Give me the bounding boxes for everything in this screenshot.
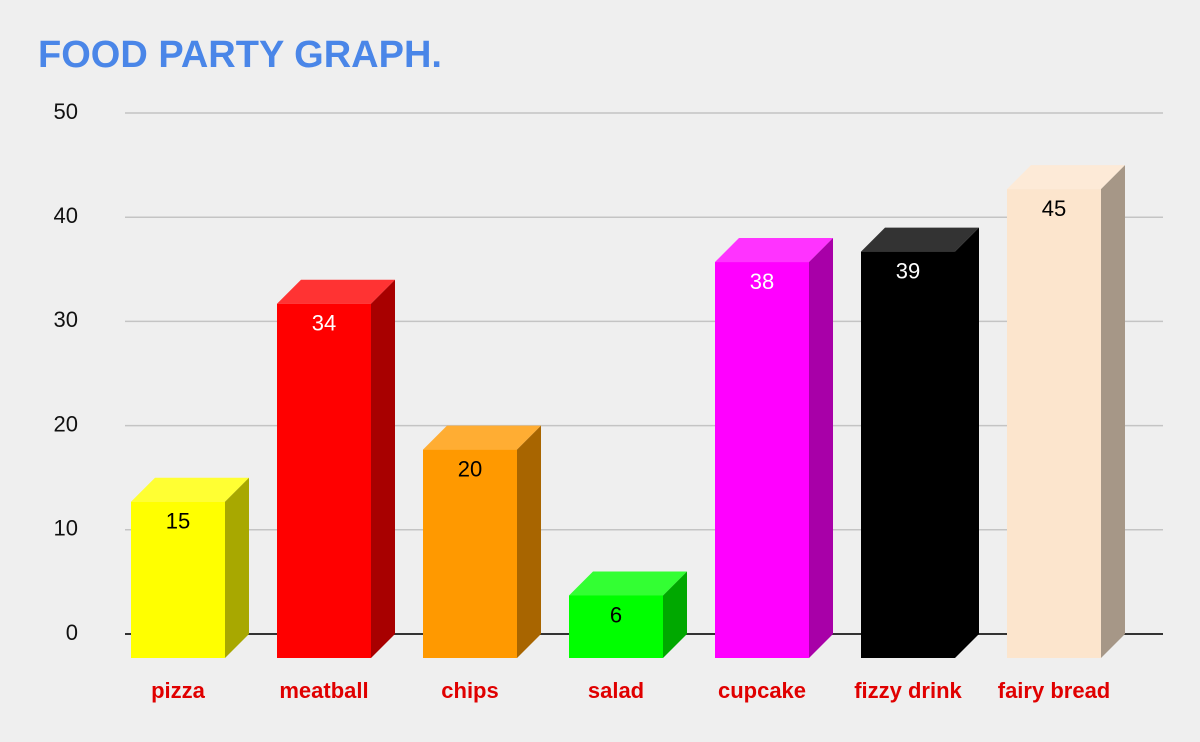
value-label: 34 [312,311,336,336]
y-tick-label: 0 [66,620,78,645]
value-label: 20 [458,456,482,481]
bar-side [1101,165,1125,658]
bar [715,262,809,658]
x-tick-label: fizzy drink [854,678,962,703]
bar-top [1007,165,1125,190]
value-label: 39 [896,258,920,283]
bar-top [277,279,395,304]
x-tick-label: meatball [279,678,368,703]
bar-top [861,227,979,252]
bar [277,303,371,658]
y-tick-label: 40 [54,203,78,228]
bar-top [423,425,541,450]
bar-side [809,238,833,659]
value-label: 45 [1042,196,1066,221]
y-tick-label: 10 [54,516,78,541]
y-tick-label: 20 [54,411,78,436]
value-label: 38 [750,269,774,294]
bar [861,251,955,658]
bar-side [225,477,249,658]
bar-top [131,477,249,502]
chart-title: FOOD PARTY GRAPH. [38,34,442,76]
bar-top [569,571,687,596]
bar [423,449,517,658]
x-tick-label: cupcake [718,678,806,703]
bar-side [517,425,541,658]
value-label: 6 [610,602,622,627]
x-tick-label: salad [588,678,644,703]
y-tick-label: 50 [54,99,78,124]
bar-side [955,227,979,658]
x-tick-label: pizza [151,678,206,703]
bar [131,501,225,658]
x-tick-label: chips [441,678,498,703]
bar-side [663,571,687,658]
x-tick-label: fairy bread [998,678,1111,703]
bar-side [371,279,395,658]
y-tick-label: 30 [54,307,78,332]
bar-top [715,238,833,263]
bar [1007,189,1101,658]
bar [569,595,663,658]
value-label: 15 [166,509,190,534]
